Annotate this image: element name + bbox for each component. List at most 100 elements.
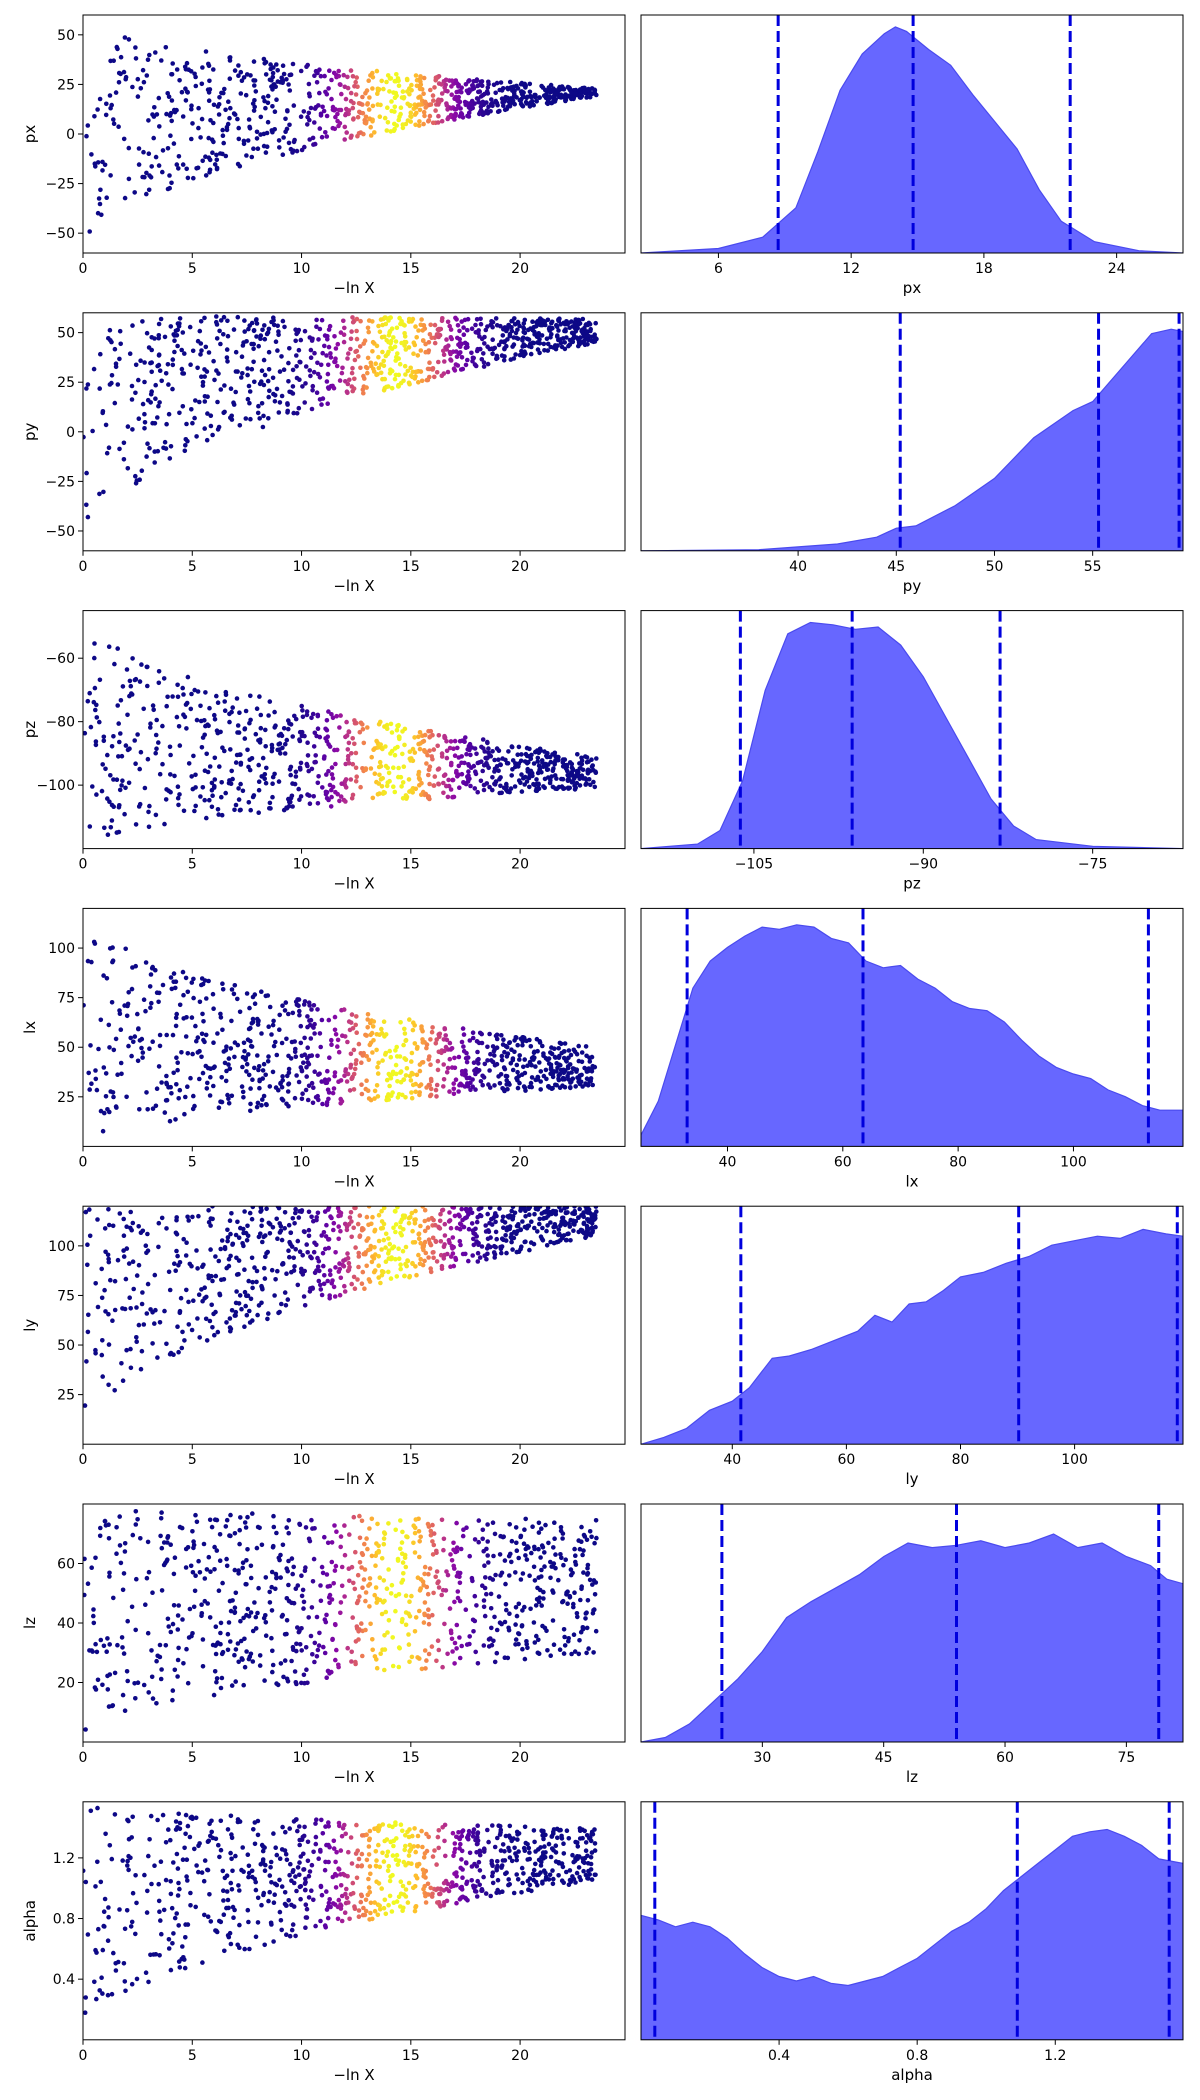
scatter-point [127, 351, 133, 357]
y-tick-label: −50 [45, 524, 75, 540]
scatter-point [258, 1209, 263, 1214]
scatter-point [208, 1247, 213, 1252]
scatter-point [266, 416, 271, 421]
scatter-point [545, 348, 551, 353]
scatter-point [164, 1032, 169, 1038]
scatter-point [416, 123, 422, 128]
scatter-point [587, 1055, 593, 1061]
scatter-point [176, 166, 181, 171]
scatter-point [439, 82, 444, 87]
scatter-point [342, 1073, 347, 1078]
x-tick-label: 18 [975, 261, 993, 277]
scatter-point [305, 740, 310, 745]
scatter-point [166, 94, 172, 99]
scatter-point [286, 718, 291, 723]
scatter-point [498, 1244, 503, 1250]
scatter-point [224, 1044, 229, 1049]
scatter-point [350, 388, 356, 394]
scatter-point [233, 369, 239, 374]
scatter-point [565, 1065, 571, 1071]
scatter-point [239, 375, 244, 380]
scatter-point [571, 333, 577, 339]
scatter-point [412, 1041, 418, 1046]
scatter-point [284, 77, 289, 82]
scatter-point [447, 1210, 452, 1215]
scatter-point [290, 804, 295, 809]
scatter-point [290, 1010, 296, 1016]
scatter-point [457, 785, 462, 790]
scatter-point [377, 759, 383, 765]
scatter-point [360, 94, 365, 100]
x-tick-label: −75 [1078, 857, 1108, 873]
scatter-point [136, 1322, 142, 1328]
scatter-point [251, 108, 257, 113]
scatter-point [368, 766, 374, 771]
scatter-point [272, 127, 278, 132]
scatter-point [306, 1233, 312, 1239]
y-tick-label: −50 [45, 226, 75, 242]
scatter-point [457, 344, 463, 350]
scatter-point [386, 1236, 391, 1241]
scatter-point [385, 105, 390, 110]
scatter-point [90, 784, 95, 789]
x-tick-label: 60 [837, 1452, 855, 1468]
scatter-point [358, 365, 363, 371]
scatter-point [274, 62, 279, 67]
scatter-point [489, 319, 494, 324]
scatter-point [433, 1041, 439, 1046]
scatter-point [353, 1245, 358, 1250]
scatter-point [323, 1246, 328, 1252]
scatter-point [405, 89, 410, 94]
scatter-point [103, 422, 109, 428]
scatter-point [242, 318, 247, 323]
scatter-point [465, 774, 470, 779]
scatter-point [130, 1220, 136, 1226]
scatter-point [193, 74, 198, 80]
scatter-point [238, 760, 244, 766]
scatter-point [394, 325, 400, 331]
scatter-point [224, 124, 230, 130]
scatter-point [260, 327, 265, 333]
scatter-point [328, 351, 333, 356]
scatter-point [260, 755, 266, 761]
scatter-point [515, 1042, 520, 1048]
scatter-point [483, 1223, 489, 1228]
scatter-point [559, 1555, 564, 1561]
scatter-point [408, 1214, 413, 1220]
scatter-point [332, 1070, 338, 1075]
scatter-point [156, 403, 161, 409]
scatter-point [421, 75, 427, 81]
scatter-point [176, 1349, 181, 1355]
scatter-point [302, 328, 308, 334]
scatter-point [430, 120, 436, 126]
scatter-point [231, 991, 237, 997]
scatter-point [282, 1290, 288, 1295]
scatter-point [107, 327, 113, 333]
scatter-point [360, 727, 366, 732]
scatter-point [318, 73, 324, 79]
scatter-point [384, 783, 390, 789]
scatter-point [424, 1045, 429, 1051]
scatter-point [175, 1253, 180, 1259]
scatter-point [170, 357, 176, 362]
scatter-point [307, 137, 313, 142]
scatter-point [315, 1007, 320, 1012]
scatter-point [517, 323, 522, 329]
scatter-point [244, 1293, 249, 1299]
scatter-point [350, 792, 356, 798]
scatter-point [316, 337, 321, 342]
scatter-point [143, 1602, 148, 1607]
scatter-point [459, 111, 465, 117]
scatter-point [124, 1013, 130, 1019]
scatter-point [232, 983, 238, 988]
scatter-point [454, 317, 459, 322]
scatter-point [476, 1056, 481, 1062]
scatter-point [584, 337, 590, 342]
scatter-point [157, 1320, 163, 1325]
scatter-point [564, 762, 570, 768]
scatter-point [186, 761, 192, 766]
scatter-point [503, 1581, 508, 1587]
scatter-point [355, 1572, 361, 1578]
scatter-point [252, 1265, 257, 1270]
